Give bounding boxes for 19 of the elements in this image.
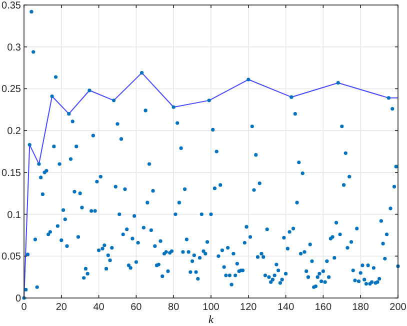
y-tick-label: 0 bbox=[15, 294, 22, 304]
x-tick-label: 160 bbox=[314, 302, 332, 313]
x-axis-title: k bbox=[208, 314, 215, 326]
y-tick-label: 0.2 bbox=[7, 126, 22, 138]
y-tick-label: 0.35 bbox=[2, 0, 22, 12]
x-tick-label: 180 bbox=[352, 302, 370, 313]
x-tick-label: 120 bbox=[240, 302, 258, 313]
x-tick-label: 140 bbox=[277, 302, 295, 313]
x-tick-label: 100 bbox=[202, 302, 220, 313]
y-tick-label: 0.05 bbox=[2, 252, 22, 263]
y-tick-label: 0.15 bbox=[2, 168, 22, 179]
x-tick-label: 200 bbox=[390, 302, 407, 313]
y-tick-label: 0.1 bbox=[7, 210, 22, 221]
x-tick-label: 60 bbox=[130, 302, 142, 313]
x-tick-label: 20 bbox=[56, 302, 68, 313]
x-tick-label: 80 bbox=[168, 302, 180, 313]
y-tick-label: 0.25 bbox=[2, 84, 22, 96]
x-tick-label: 40 bbox=[93, 302, 105, 313]
y-tick-label: 0.3 bbox=[7, 42, 22, 54]
